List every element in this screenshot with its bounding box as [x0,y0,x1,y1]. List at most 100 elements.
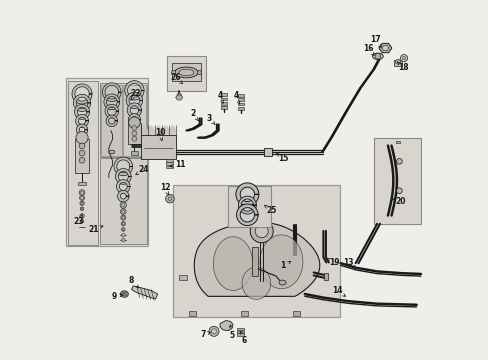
Text: 3: 3 [206,114,212,123]
Bar [179,275,187,280]
Circle shape [177,93,181,98]
Circle shape [122,223,124,225]
Circle shape [395,59,400,64]
Ellipse shape [372,53,383,59]
Text: 6: 6 [241,336,246,345]
Bar [238,94,244,97]
Circle shape [79,143,85,149]
Circle shape [121,238,125,242]
Circle shape [80,214,84,218]
Circle shape [396,158,402,164]
Polygon shape [74,104,89,120]
Polygon shape [73,94,90,112]
Text: 19: 19 [329,257,339,266]
Text: 10: 10 [155,127,165,136]
Polygon shape [102,83,121,102]
Circle shape [121,228,125,231]
Circle shape [128,117,140,129]
Polygon shape [115,168,131,184]
Text: 7: 7 [200,330,205,339]
Polygon shape [235,183,258,206]
Text: 13: 13 [343,258,353,267]
Polygon shape [381,46,388,50]
Polygon shape [378,43,391,53]
Polygon shape [117,190,129,202]
Bar [238,107,244,110]
Text: 16: 16 [362,44,372,53]
Polygon shape [236,204,258,225]
Ellipse shape [278,280,285,285]
Circle shape [79,190,85,195]
Circle shape [171,70,175,75]
Circle shape [132,126,137,131]
Bar [75,139,89,173]
Bar [292,311,300,316]
Text: 25: 25 [265,206,276,215]
Bar [172,63,201,81]
Text: 2: 2 [190,109,195,118]
Bar [78,182,85,185]
Circle shape [165,194,174,203]
Bar [123,85,145,156]
Polygon shape [114,157,132,176]
Text: 1: 1 [279,261,285,270]
Bar [263,148,272,156]
Bar [237,328,244,330]
Bar [237,333,244,336]
Text: 20: 20 [394,197,405,206]
Bar [323,273,327,280]
Polygon shape [126,92,142,109]
Bar [165,166,172,168]
Circle shape [81,191,83,194]
Circle shape [80,207,83,211]
Ellipse shape [122,292,126,296]
Bar [172,185,339,317]
Bar [165,162,172,165]
Bar [373,138,420,224]
Circle shape [120,209,126,215]
Circle shape [122,210,124,213]
Circle shape [121,233,125,237]
Bar [100,83,147,157]
Text: 14: 14 [331,286,342,295]
Bar [131,151,138,155]
Text: 22: 22 [131,89,141,98]
Text: 24: 24 [138,165,149,174]
Circle shape [122,216,124,219]
Bar [66,78,148,246]
Polygon shape [242,267,270,300]
Circle shape [255,225,267,238]
Circle shape [80,201,84,206]
Ellipse shape [120,291,128,297]
Circle shape [81,208,83,210]
Circle shape [80,220,83,223]
Bar [251,247,258,276]
Circle shape [250,220,273,243]
Bar [221,106,226,109]
Text: 8: 8 [128,276,134,285]
Polygon shape [213,237,252,291]
Circle shape [400,54,407,62]
Text: 23: 23 [73,217,84,226]
Bar [237,330,244,333]
Text: 12: 12 [160,183,170,192]
Ellipse shape [174,67,198,78]
Circle shape [122,229,124,230]
Polygon shape [105,104,119,118]
Circle shape [81,197,83,199]
Bar [221,93,226,96]
Polygon shape [76,124,88,135]
Circle shape [81,202,83,204]
Polygon shape [238,196,256,214]
Ellipse shape [179,69,194,76]
Circle shape [374,53,380,59]
Circle shape [208,326,219,336]
Circle shape [122,203,124,207]
Bar [238,98,244,101]
Circle shape [79,157,85,163]
Polygon shape [127,103,142,117]
Circle shape [211,329,216,334]
Bar [165,159,172,162]
Polygon shape [131,286,158,299]
Polygon shape [72,84,92,104]
